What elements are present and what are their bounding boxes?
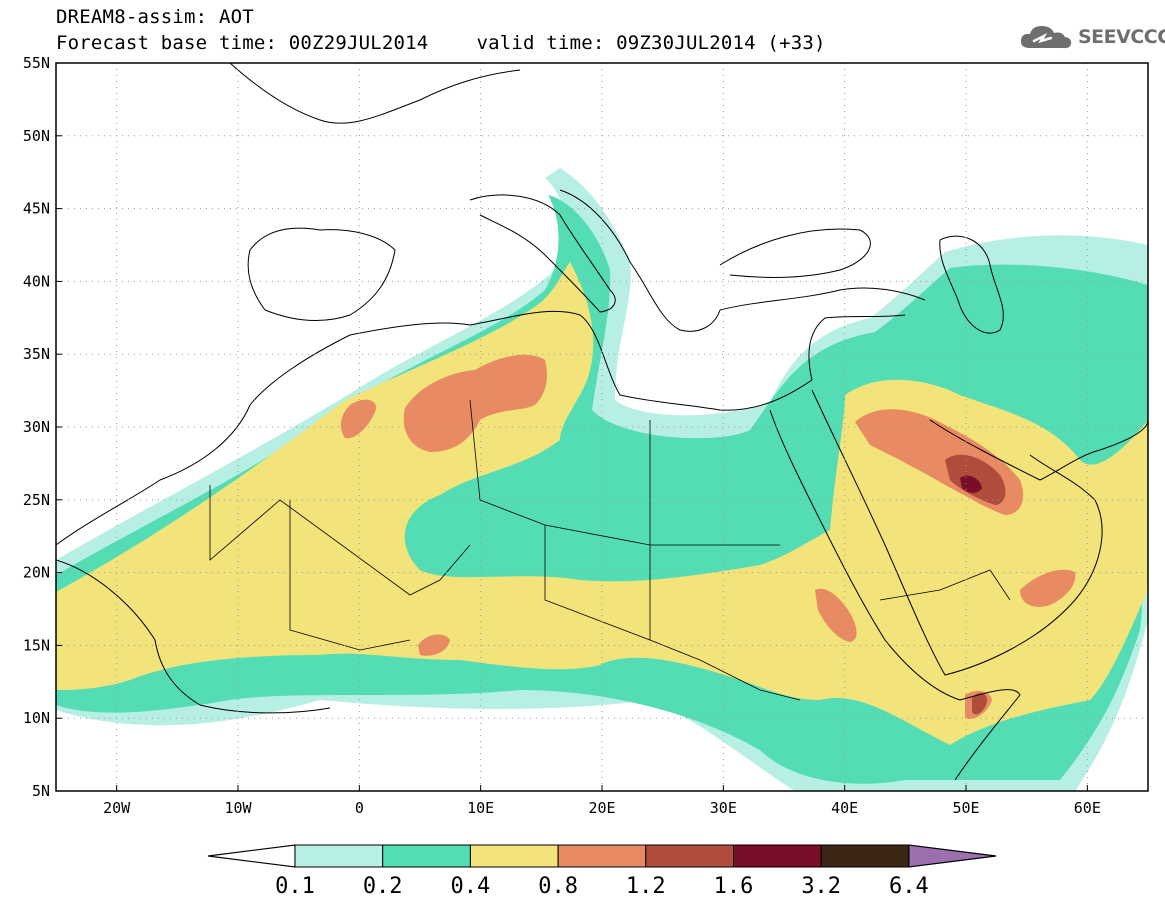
- lat-tick-label: 45N: [23, 200, 50, 218]
- forecast-times: Forecast base time: 00Z29JUL2014 valid ti…: [56, 32, 826, 54]
- legend-level-label: 0.1: [275, 874, 315, 899]
- lon-tick-label: 20W: [103, 799, 131, 817]
- coastline-arabia: [811, 389, 1103, 676]
- legend-swatch: [294, 844, 384, 868]
- plot-frame: [55, 62, 1149, 792]
- coastline-caspian: [939, 235, 1004, 334]
- map-title: DREAM8-assim: AOT: [56, 6, 254, 28]
- legend-level-label: 0.2: [363, 874, 403, 899]
- coastline-horn-africa: [954, 689, 1021, 781]
- forecast-base-time: Forecast base time: 00Z29JUL2014: [56, 32, 429, 54]
- aot-patch-1.6: [972, 693, 988, 715]
- coastline-turkey: [719, 287, 926, 311]
- coastline-italy: [469, 194, 616, 313]
- valid-time: valid time: 09Z30JUL2014 (+33): [476, 32, 826, 54]
- legend-level-label: 3.2: [801, 874, 841, 899]
- latitude-labels: 5N 10N 15N 20N 25N 30N 35N 40N 45N 50N 55N: [23, 54, 50, 800]
- aot-patch-1.2: [340, 399, 376, 439]
- lat-tick-label: 25N: [23, 491, 50, 509]
- lat-tick-label: 10N: [23, 709, 50, 727]
- coastlines: [56, 63, 1148, 781]
- legend-swatch: [733, 844, 822, 868]
- border-saudi-yemen: [879, 569, 1011, 601]
- legend-level-label: 1.6: [714, 874, 754, 899]
- aot-legend: 0.1 0.2 0.4 0.8 1.2 1.6 3.2 6.4: [207, 844, 997, 899]
- lon-tick-label: 60E: [1074, 799, 1101, 817]
- lon-tick-label: 50E: [952, 799, 979, 817]
- lat-tick-label: 35N: [23, 345, 50, 363]
- cloud-icon: [1020, 26, 1072, 49]
- coastline-europe-north: [229, 63, 521, 124]
- border-mali-niger: [289, 500, 411, 651]
- legend-high-arrow: [908, 844, 997, 868]
- coastline-persian-gulf: [929, 419, 1148, 481]
- legend-swatch: [820, 844, 910, 868]
- legend-swatch: [382, 844, 471, 868]
- aot-patch-1.2: [403, 354, 547, 452]
- lat-tick-label: 30N: [23, 418, 50, 436]
- legend-swatch: [645, 844, 734, 868]
- lon-tick-label: 10E: [467, 799, 494, 817]
- legend-level-label: 0.4: [451, 874, 491, 899]
- lat-tick-label: 5N: [32, 782, 50, 800]
- coastline-north-africa: [56, 310, 813, 546]
- lon-tick-label: 30E: [710, 799, 737, 817]
- aot-patch-1.2: [815, 588, 857, 642]
- legend-level-label: 1.2: [626, 874, 666, 899]
- lat-tick-label: 15N: [23, 636, 50, 654]
- coastline-balkans-greece: [559, 189, 721, 332]
- coastline-black-sea: [719, 228, 871, 278]
- lon-tick-label: 10W: [224, 799, 252, 817]
- coastline-west-africa: [56, 559, 331, 714]
- border-east-africa: [649, 639, 801, 701]
- logo-text: SEEVCCC: [1078, 26, 1165, 48]
- lat-tick-label: 20N: [23, 564, 50, 582]
- longitude-labels: 20W 10W 0 10E 20E 30E 40E 50E 60E: [103, 799, 1101, 817]
- legend-swatch: [557, 844, 647, 868]
- aot-patch-1.2: [1020, 569, 1076, 607]
- legend-low-arrow: [207, 844, 296, 868]
- lon-tick-label: 0: [355, 799, 364, 817]
- coastline-red-sea: [769, 409, 961, 701]
- aot-patch-3.2: [960, 475, 982, 493]
- lat-tick-label: 50N: [23, 127, 50, 145]
- lat-tick-label: 55N: [23, 54, 50, 72]
- coastline-levant: [808, 314, 906, 381]
- lon-tick-label: 20E: [588, 799, 615, 817]
- border-algeria-mali: [209, 485, 471, 596]
- coastline-iberia: [247, 227, 396, 321]
- legend-level-label: 6.4: [889, 874, 929, 899]
- legend-level-label: 0.8: [538, 874, 578, 899]
- lat-lon-grid: [56, 62, 1148, 792]
- lat-tick-label: 40N: [23, 272, 50, 290]
- legend-swatch: [469, 844, 559, 868]
- seevccc-logo: SEEVCCC: [1018, 22, 1165, 52]
- border-chad-sudan: [544, 525, 651, 641]
- country-borders: [209, 399, 1011, 701]
- lon-tick-label: 40E: [831, 799, 858, 817]
